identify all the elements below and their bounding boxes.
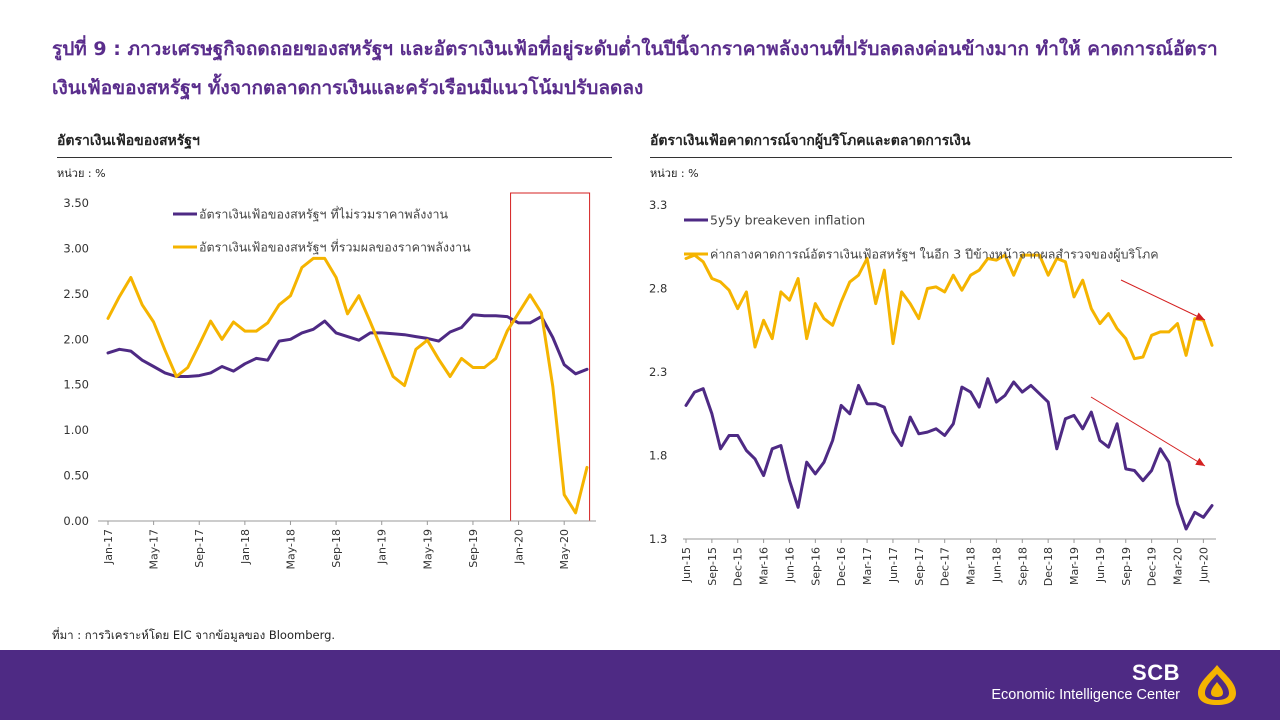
left-y-tick-label: 3.50 xyxy=(63,196,89,210)
right-x-tick-label: Mar-19 xyxy=(1068,547,1081,585)
right-x-tick-label: Mar-16 xyxy=(758,547,771,585)
right-trend-arrowhead-2 xyxy=(1195,457,1205,466)
right-x-tick-label: Dec-19 xyxy=(1146,547,1159,586)
right-x-tick-label: Mar-20 xyxy=(1172,547,1185,585)
right-x-tick-label: Mar-17 xyxy=(861,547,874,585)
right-y-tick-label: 3.3 xyxy=(649,198,667,212)
right-chart-title: อัตราเงินเฟ้อคาดการณ์จากผู้บริโภคและตลาด… xyxy=(650,133,971,149)
headline: รูปที่ 9 : ภาวะเศรษฐกิจถดถอยของสหรัฐฯ แล… xyxy=(52,38,1218,99)
right-x-tick-label: Jun-16 xyxy=(783,547,796,583)
right-series-line-2 xyxy=(684,253,1214,361)
right-x-tick-label: Sep-16 xyxy=(809,547,822,586)
left-x-tick-label: Sep-18 xyxy=(330,529,343,568)
left-title-rule xyxy=(57,157,612,158)
left-unit-label: หน่วย : % xyxy=(57,167,106,180)
right-title-rule xyxy=(650,157,1232,158)
left-legend-label-1: อัตราเงินเฟ้อของสหรัฐฯ ที่ไม่รวมราคาพลัง… xyxy=(199,206,449,222)
right-legend-label-1: 5y5y breakeven inflation xyxy=(710,213,865,228)
right-x-tick-label: Sep-18 xyxy=(1016,547,1029,586)
left-y-tick-label: 2.50 xyxy=(63,287,89,301)
right-x-tick-label: Sep-19 xyxy=(1120,547,1133,586)
right-x-tick-label: Jun-20 xyxy=(1197,547,1210,583)
left-x-tick-label: Jan-17 xyxy=(102,529,115,565)
left-chart: 3.50 3.00 2.50 2.00 1.50 1.00 0.50 0.00 Jan-17 Ma… xyxy=(63,192,596,570)
right-x-tick-label: Jun-15 xyxy=(680,547,693,583)
source-note: ที่มา : การวิเคราะห์โดย EIC จากข้อมูลของ… xyxy=(52,628,336,642)
right-x-tick-label: Jun-19 xyxy=(1094,547,1107,583)
right-trend-arrowhead-1 xyxy=(1195,312,1205,320)
footer-bar: SCB Economic Intelligence Center xyxy=(0,650,1280,720)
right-x-tick-label: Sep-17 xyxy=(913,547,926,586)
left-y-tick-label: 1.50 xyxy=(63,378,89,392)
left-y-tick-label: 0.50 xyxy=(63,469,89,483)
left-x-tick-label: May-17 xyxy=(148,529,161,570)
left-chart-title: อัตราเงินเฟ้อของสหรัฐฯ xyxy=(57,133,200,149)
left-y-tick-label: 2.00 xyxy=(63,332,89,346)
left-y-tick-label: 1.00 xyxy=(63,423,89,437)
left-x-tick-label: May-19 xyxy=(421,529,434,570)
right-y-tick-label: 1.8 xyxy=(649,449,667,463)
right-y-tick-label: 1.3 xyxy=(649,532,667,546)
right-trend-arrow-1 xyxy=(1120,279,1206,321)
right-series-line-1 xyxy=(684,377,1214,531)
right-x-tick-label: Dec-18 xyxy=(1042,547,1055,586)
right-y-tick-label: 2.8 xyxy=(649,282,667,296)
left-y-tick-label: 0.00 xyxy=(63,514,89,528)
left-x-tick-label: Jan-18 xyxy=(239,529,252,565)
right-unit-label: หน่วย : % xyxy=(650,167,699,180)
right-x-tick-label: Sep-15 xyxy=(706,547,719,586)
left-x-tick-label: Jan-20 xyxy=(513,529,526,565)
left-x-tick-label: May-20 xyxy=(558,529,571,570)
left-x-tick-label: Sep-17 xyxy=(193,529,206,568)
left-x-tick-label: Jan-19 xyxy=(376,529,389,565)
left-series-line-1 xyxy=(106,313,589,378)
right-chart: 3.3 2.8 2.3 1.8 1.3 Jun-15 Sep-15 Dec-15 Mar-16 J… xyxy=(649,198,1216,586)
right-x-tick-label: Jun-17 xyxy=(887,547,900,583)
right-y-tick-label: 2.3 xyxy=(649,365,667,379)
right-x-tick-label: Dec-17 xyxy=(939,547,952,586)
brand-subtitle: Economic Intelligence Center xyxy=(991,687,1180,703)
right-legend-label-2: ค่ากลางคาดการณ์อัตราเงินเฟ้อสหรัฐฯ ในอีก… xyxy=(710,247,1159,263)
brand-name: SCB xyxy=(1132,660,1180,685)
left-series-line-2 xyxy=(106,256,589,515)
right-x-tick-label: Dec-15 xyxy=(732,547,745,586)
right-trend-arrow-2 xyxy=(1090,396,1206,467)
right-x-tick-label: Mar-18 xyxy=(965,547,978,585)
right-x-tick-label: Dec-16 xyxy=(835,547,848,586)
left-y-tick-label: 3.00 xyxy=(63,241,89,255)
left-x-tick-label: May-18 xyxy=(284,529,297,570)
right-x-tick-label: Jun-18 xyxy=(990,547,1003,583)
scb-logo-icon xyxy=(1198,665,1236,705)
left-x-tick-label: Sep-19 xyxy=(467,529,480,568)
left-legend-label-2: อัตราเงินเฟ้อของสหรัฐฯ ที่รวมผลของราคาพล… xyxy=(199,239,471,255)
